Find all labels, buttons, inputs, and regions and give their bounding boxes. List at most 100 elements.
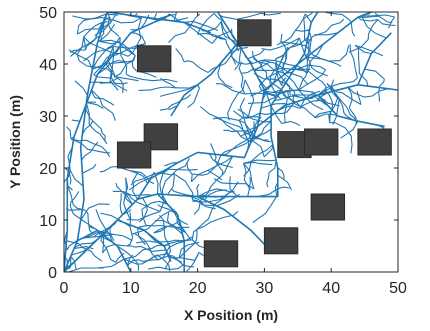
tree-twig: [176, 214, 192, 240]
tree-twig: [98, 23, 116, 42]
tree-twig: [191, 169, 209, 183]
tree-twig: [241, 59, 265, 74]
tree-twig: [70, 138, 95, 145]
tree-twig: [157, 168, 198, 176]
tree-twig: [291, 94, 319, 100]
tree-twig: [257, 186, 290, 198]
tree-twig: [214, 116, 253, 143]
tree-twig: [69, 205, 105, 234]
tree-twig: [277, 105, 301, 112]
tree-twig: [168, 24, 192, 43]
obstacle-6: [303, 128, 339, 156]
tree-twig: [180, 94, 192, 101]
tree-twig: [271, 92, 296, 114]
tree-twig: [298, 37, 307, 58]
x-tick-label: 0: [60, 280, 69, 297]
tree-twig: [153, 12, 158, 19]
tree-twig: [173, 172, 194, 200]
tree-twig: [80, 203, 110, 221]
tree-twig: [196, 183, 200, 197]
y-tick-label: 50: [39, 5, 57, 22]
tree-twig: [73, 246, 94, 250]
tree-twig: [298, 89, 317, 96]
tree-twig: [102, 227, 110, 253]
tree-twig: [211, 30, 231, 44]
tree-twig: [252, 205, 271, 224]
tree-twig: [157, 204, 178, 216]
tree-twig: [152, 193, 163, 196]
tree-twig: [276, 54, 285, 70]
tree-twig: [99, 230, 133, 242]
tree-twig: [161, 172, 174, 209]
tree-twig: [95, 97, 115, 106]
tree-twig: [138, 224, 155, 228]
tree-twig: [261, 37, 300, 51]
tree-twig: [276, 30, 296, 46]
tree-twig: [338, 99, 354, 121]
tree-twig: [190, 13, 201, 26]
tree-twig: [85, 102, 108, 145]
tree-twig: [94, 143, 111, 158]
tree-twig: [94, 12, 108, 36]
tree-twig: [329, 121, 353, 154]
tree-twig: [74, 239, 98, 249]
tree-twig: [86, 101, 104, 109]
tree-twig: [247, 95, 279, 104]
tree-twig: [196, 195, 228, 230]
tree-twig: [218, 12, 269, 20]
tree-twig: [158, 214, 170, 246]
tree-twig: [70, 256, 77, 270]
tree-twig: [243, 159, 277, 164]
tree-twig: [159, 99, 182, 111]
tree-trunk-3: [64, 136, 75, 272]
tree-twig: [76, 36, 92, 68]
tree-twig: [294, 68, 327, 94]
tree-twig: [67, 146, 73, 168]
tree-twig: [177, 194, 216, 210]
x-tick-label: 50: [389, 280, 407, 297]
tree-twig: [64, 255, 68, 271]
tree-twig: [107, 16, 120, 37]
tree-twig: [348, 107, 357, 125]
tree-twig: [134, 232, 159, 261]
tree-twig: [156, 254, 171, 272]
tree-twig: [192, 193, 240, 207]
tree-twig: [303, 13, 309, 44]
tree-twig: [340, 120, 359, 139]
tree-twig: [305, 57, 328, 77]
tree-twig: [69, 49, 86, 54]
tree-trunk-6: [73, 13, 172, 138]
tree-twig: [178, 229, 198, 259]
tree-twig: [263, 89, 282, 93]
tree-twig: [126, 226, 134, 247]
tree-twig: [361, 14, 395, 18]
tree-twig: [90, 66, 139, 82]
tree-twig: [93, 74, 113, 79]
tree-twig: [378, 15, 393, 24]
tree-twig: [207, 174, 223, 194]
tree-twig: [251, 50, 254, 59]
tree-twig: [197, 13, 215, 35]
tree-twig: [131, 55, 157, 78]
tree-twig: [131, 209, 173, 235]
tree-twig: [65, 168, 72, 185]
tree-twig: [164, 244, 172, 270]
tree-twig: [238, 116, 260, 121]
tree-twig: [298, 69, 327, 91]
tree-twig: [378, 78, 385, 102]
tree-twig: [326, 83, 339, 123]
tree-twig: [210, 143, 217, 162]
tree-twig: [112, 190, 153, 197]
tree-twig: [317, 86, 334, 96]
tree-twig: [127, 17, 142, 57]
tree-twig: [263, 144, 274, 158]
tree-twig: [125, 73, 178, 83]
tree-twig: [117, 245, 140, 271]
tree-twig: [157, 172, 173, 176]
tree-twig: [356, 91, 362, 105]
tree-twig: [317, 94, 340, 107]
tree-twig: [277, 167, 285, 180]
tree-twig: [141, 209, 147, 227]
tree-twig: [83, 36, 87, 51]
tree-twig: [130, 27, 141, 31]
